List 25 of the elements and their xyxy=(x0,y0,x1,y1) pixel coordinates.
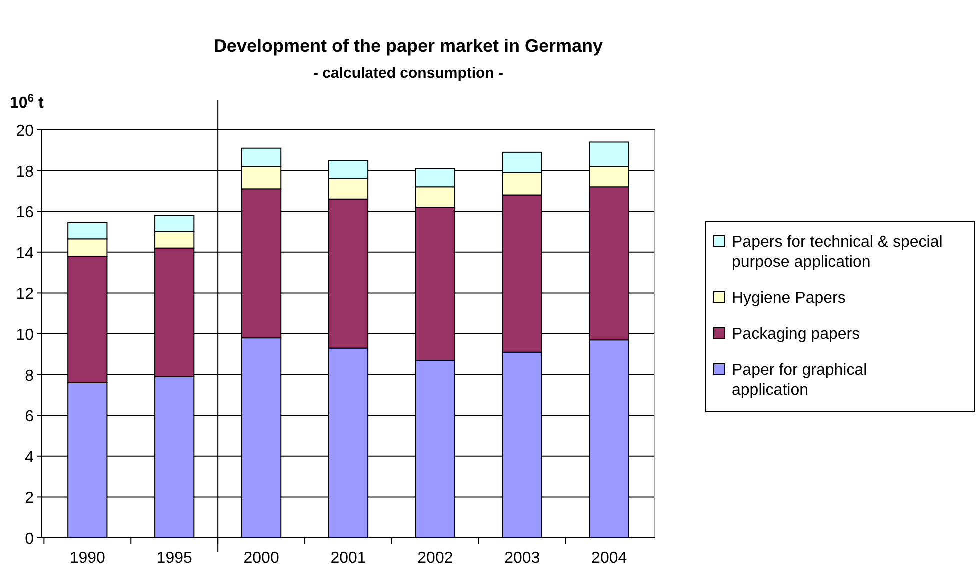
x-tick-label: 1995 xyxy=(156,550,192,567)
legend-label: Packaging papers xyxy=(732,326,860,343)
y-tick-label: 20 xyxy=(16,123,34,140)
y-tick-label: 16 xyxy=(16,204,34,222)
chart-title: Development of the paper market in Germany xyxy=(214,36,604,56)
x-tick-label: 2002 xyxy=(418,550,454,567)
x-tick-label: 2003 xyxy=(504,550,540,567)
chart-subtitle: - calculated consumption - xyxy=(313,65,504,82)
legend-label: Hygiene Papers xyxy=(732,290,846,307)
x-tick-label: 2001 xyxy=(330,550,366,567)
x-tick-label: 1990 xyxy=(70,550,106,567)
y-tick-label: 2 xyxy=(25,490,34,508)
y-tick-label: 6 xyxy=(25,408,34,426)
y-tick-label: 4 xyxy=(25,449,34,466)
y-tick-label: 12 xyxy=(16,286,34,304)
y-tick-label: 10 xyxy=(16,327,34,344)
y-tick-label: 0 xyxy=(25,531,34,548)
y-tick-label: 18 xyxy=(16,164,34,181)
y-tick-label: 8 xyxy=(25,368,34,385)
y-axis-title: 10$^{6}$ t xyxy=(10,93,44,112)
legend-label: Paper for graphical application xyxy=(732,362,868,399)
y-tick-label: 14 xyxy=(16,245,34,262)
legend-label: Papers for technical & special purpose application xyxy=(732,234,943,271)
x-tick-label: 2004 xyxy=(592,550,628,567)
x-tick-label: 2000 xyxy=(244,550,280,567)
